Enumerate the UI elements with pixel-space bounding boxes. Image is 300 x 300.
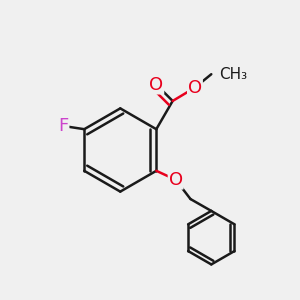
Text: O: O: [169, 171, 183, 189]
Text: O: O: [149, 76, 164, 94]
Text: CH₃: CH₃: [219, 67, 247, 82]
Text: O: O: [188, 79, 202, 97]
Text: F: F: [58, 117, 69, 135]
